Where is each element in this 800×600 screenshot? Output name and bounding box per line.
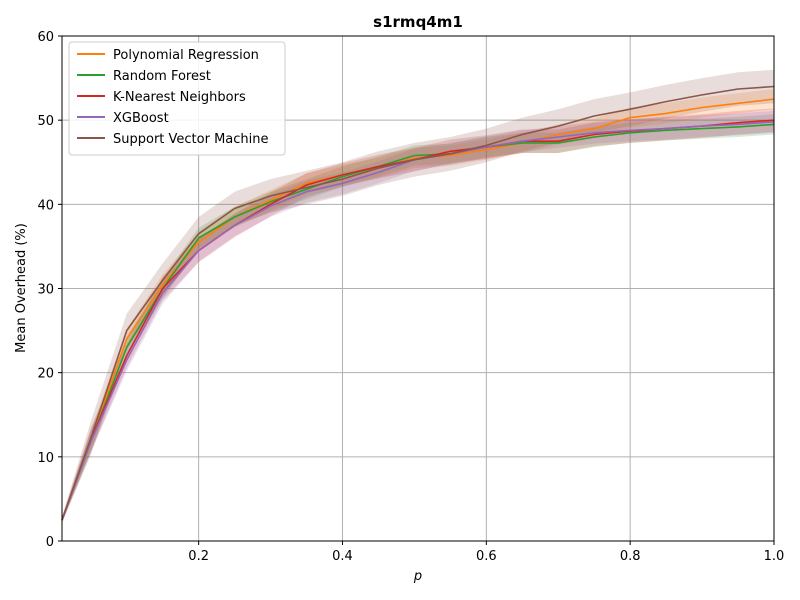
y-tick-label: 0 xyxy=(46,535,54,550)
legend-label-k-nearest-neighbors: K-Nearest Neighbors xyxy=(113,90,246,105)
x-tick-label: 0.2 xyxy=(188,549,209,564)
y-tick-label: 50 xyxy=(37,114,54,129)
legend-box xyxy=(68,41,286,156)
grid xyxy=(62,35,775,542)
y-axis-label: Mean Overhead (%) xyxy=(14,223,29,353)
legend-label-random-forest: Random Forest xyxy=(113,69,211,84)
y-tick-label: 60 xyxy=(37,30,54,45)
line-random-forest xyxy=(61,123,775,521)
legend-label-support-vector-machine: Support Vector Machine xyxy=(113,132,269,147)
x-tick-label: 1.0 xyxy=(764,549,785,564)
band-k-nearest-neighbors xyxy=(62,108,774,523)
band-random-forest xyxy=(62,114,774,523)
y-tick-label: 10 xyxy=(37,451,54,466)
legend: Polynomial Regression Random Forest K-Near… xyxy=(68,41,286,156)
line-polynomial-regression xyxy=(61,98,775,521)
x-tick-label: 0.6 xyxy=(476,549,497,564)
y-axis: 0 10 20 30 40 50 60 xyxy=(37,30,62,550)
x-axis-label: p xyxy=(413,569,422,584)
legend-label-polynomial-regression: Polynomial Regression xyxy=(113,48,259,63)
line-support-vector-machine xyxy=(61,85,775,521)
band-support-vector-machine xyxy=(62,69,774,524)
series-lines xyxy=(61,85,775,521)
chart-title: s1rmq4m1 xyxy=(373,13,463,31)
y-tick-label: 40 xyxy=(37,198,54,213)
y-tick-label: 30 xyxy=(37,283,54,298)
legend-label-xgboost: XGBoost xyxy=(113,111,169,126)
y-tick-label: 20 xyxy=(37,367,54,382)
x-tick-label: 0.8 xyxy=(620,549,641,564)
x-axis: 0.2 0.4 0.6 0.8 1.0 xyxy=(188,541,784,564)
x-tick-label: 0.4 xyxy=(332,549,353,564)
